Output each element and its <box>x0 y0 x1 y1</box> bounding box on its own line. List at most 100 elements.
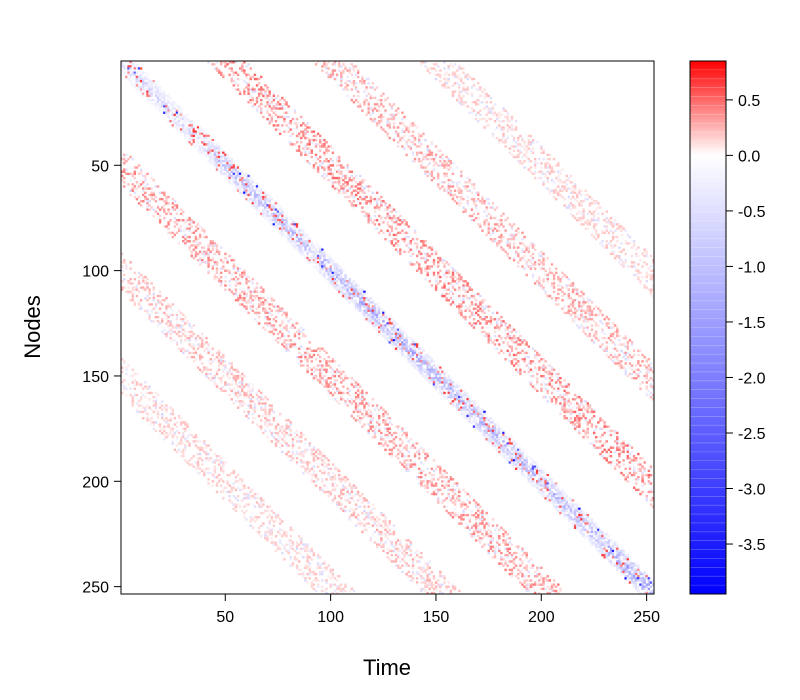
heatmap-cell <box>247 286 250 289</box>
heatmap-cell <box>177 326 181 329</box>
heatmap-cell <box>121 381 124 384</box>
heatmap-cell <box>209 155 212 159</box>
heatmap-cell <box>350 170 354 173</box>
heatmap-cell <box>245 65 248 68</box>
heatmap-cell <box>287 347 290 350</box>
heatmap-cell <box>163 98 166 102</box>
heatmap-cell <box>411 134 415 138</box>
heatmap-cell <box>158 96 162 100</box>
heatmap-cell <box>232 178 236 182</box>
heatmap-cell <box>302 252 305 256</box>
heatmap-cell <box>251 503 255 506</box>
heatmap-cell <box>238 170 242 173</box>
heatmap-cell <box>396 452 400 456</box>
heatmap-cell <box>403 459 406 462</box>
heatmap-cell <box>279 425 282 428</box>
heatmap-cell <box>297 237 301 241</box>
heatmap-cell <box>260 497 263 500</box>
heatmap-cell <box>367 408 370 412</box>
heatmap-cell <box>230 67 233 70</box>
heatmap-cell <box>403 353 406 357</box>
heatmap-cell <box>403 147 406 150</box>
heatmap-cell <box>418 355 421 359</box>
heatmap-cell <box>323 454 326 458</box>
heatmap-cell <box>123 157 126 161</box>
heatmap-cell <box>386 324 389 327</box>
heatmap-cell <box>173 423 177 426</box>
heatmap-cell <box>274 516 278 519</box>
heatmap-cell <box>220 387 223 390</box>
heatmap-cell <box>255 208 259 211</box>
heatmap-cell <box>268 90 271 93</box>
heatmap-cell <box>279 532 282 536</box>
heatmap-cell <box>396 564 400 567</box>
heatmap-cell <box>196 128 200 131</box>
heatmap-cell <box>276 305 280 308</box>
heatmap-cell <box>238 189 242 192</box>
heatmap-cell <box>184 315 187 319</box>
heatmap-cell <box>173 126 177 129</box>
heatmap-cell <box>346 292 349 296</box>
heatmap-cell <box>194 461 198 464</box>
heatmap-cell <box>283 216 286 220</box>
heatmap-cell <box>131 69 134 72</box>
heatmap-cell <box>167 423 170 426</box>
heatmap-cell <box>371 111 375 114</box>
heatmap-cell <box>173 330 177 334</box>
heatmap-cell <box>401 463 404 466</box>
heatmap-cell <box>260 107 263 110</box>
heatmap-cell <box>264 427 267 430</box>
heatmap-cell <box>135 187 139 190</box>
heatmap-cell <box>420 246 423 249</box>
heatmap-cell <box>363 414 366 418</box>
heatmap-cell <box>300 130 303 133</box>
heatmap-cell <box>268 414 271 418</box>
heatmap-cell <box>384 442 387 445</box>
heatmap-cell <box>365 299 368 302</box>
heatmap-cell <box>295 244 299 247</box>
heatmap-cell <box>150 90 153 93</box>
heatmap-cell <box>217 69 221 72</box>
heatmap-cell <box>146 94 149 98</box>
heatmap-cell <box>192 324 196 327</box>
heatmap-cell <box>346 195 349 199</box>
heatmap-cell <box>182 347 185 350</box>
heatmap-cell <box>156 88 160 91</box>
heatmap-cell <box>270 516 273 519</box>
heatmap-cell <box>287 450 290 454</box>
heatmap-cell <box>304 564 307 567</box>
heatmap-cell <box>378 119 381 123</box>
heatmap-cell <box>369 311 372 315</box>
heatmap-cell <box>251 290 255 294</box>
heatmap-cell <box>382 324 385 327</box>
heatmap-cell <box>232 265 236 268</box>
heatmap-cell <box>215 69 219 72</box>
heatmap-cell <box>220 61 223 64</box>
heatmap-cell <box>152 427 156 430</box>
heatmap-cell <box>226 63 229 66</box>
heatmap-cell <box>209 379 212 382</box>
heatmap-cell <box>198 235 202 239</box>
heatmap-cell <box>407 231 410 235</box>
heatmap-cell <box>316 269 320 272</box>
heatmap-cell <box>321 271 324 275</box>
heatmap-cell <box>253 318 257 321</box>
heatmap-cell <box>321 69 324 72</box>
heatmap-cell <box>146 197 149 201</box>
heatmap-cell <box>249 398 252 401</box>
heatmap-cell <box>407 130 410 133</box>
heatmap-cell <box>306 553 309 557</box>
heatmap-cell <box>373 103 377 106</box>
heatmap-cell <box>279 107 282 110</box>
heatmap-cell <box>405 564 408 567</box>
heatmap-cell <box>382 330 385 334</box>
heatmap-cell <box>310 259 314 262</box>
heatmap-cell <box>201 463 204 466</box>
heatmap-cell <box>420 269 423 272</box>
heatmap-cell <box>201 345 204 348</box>
heatmap-cell <box>186 349 189 353</box>
heatmap-cell <box>407 467 410 471</box>
heatmap-cell <box>236 294 240 298</box>
heatmap-cell <box>401 429 404 433</box>
heatmap-cell <box>213 465 217 468</box>
